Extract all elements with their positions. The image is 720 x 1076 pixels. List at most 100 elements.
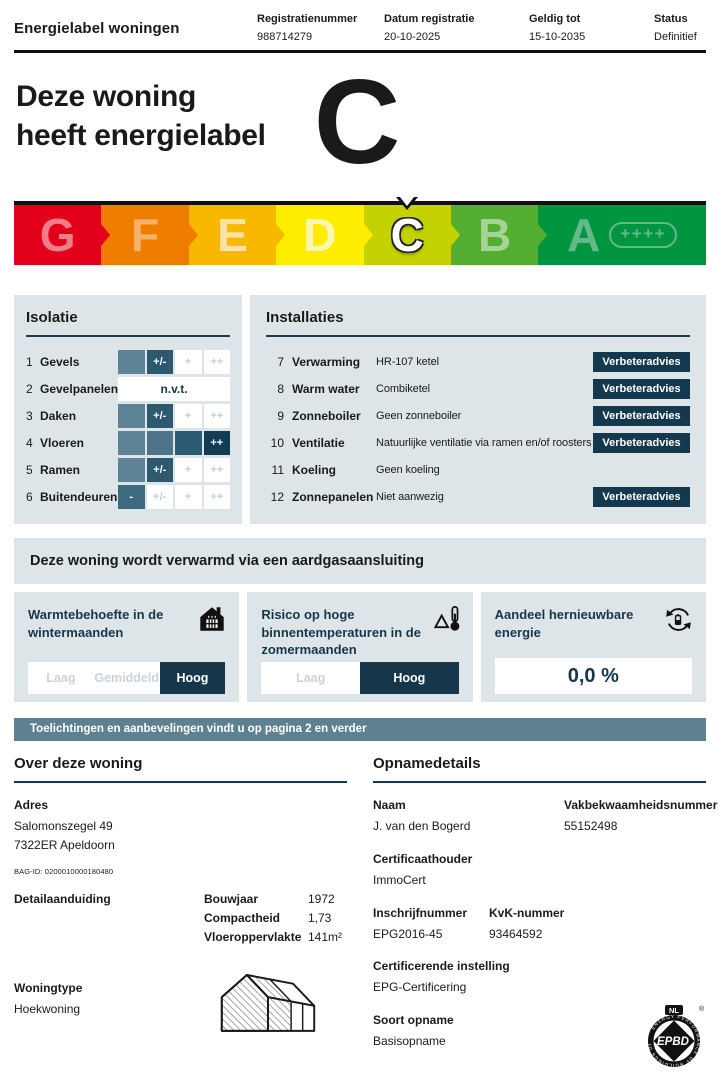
field-value: 20-10-2025 [384, 31, 441, 43]
isolatie-row-vloeren: 4 Vloeren ++ [26, 429, 230, 456]
verbeteradvies-button[interactable]: Verbeteradvies [593, 432, 690, 453]
inschrijfnummer-value: EPG2016-45 [373, 926, 443, 941]
vakbekwaamheidsnummer-label: Vakbekwaamheidsnummer [564, 798, 718, 813]
header-field-datum-registratie: Datum registratie 20-10-2025 [384, 13, 529, 43]
svg-text:NL: NL [669, 1006, 679, 1015]
indicator-cards: Warmtebehoefte in de wintermaanden Laag G… [14, 592, 706, 703]
scale-segment-c: C [363, 205, 460, 266]
segment-chevron-icon [363, 224, 373, 247]
row-number: 1 [26, 354, 33, 369]
card-title: Aandeel hernieuwbare energie [494, 607, 634, 640]
thermometer-warning-icon [432, 604, 461, 638]
rating-cell [118, 403, 145, 428]
segment-chevron-icon [450, 224, 460, 247]
opnamedetails-column: Opnamedetails Naam J. van den Bogerd Vak… [373, 755, 717, 1076]
row-label: Ventilatie [292, 435, 345, 450]
rating-cell: - [118, 484, 145, 509]
rating-cell [118, 349, 145, 374]
hero-line2: heeft energielabel [16, 119, 266, 152]
warmtebehoefte-indicator: Laag Gemiddeld Hoog [28, 662, 226, 695]
a-plus-pill: ++++ [609, 222, 678, 249]
inschrijf-row: Inschrijfnummer EPG2016-45 KvK-nummer 93… [373, 906, 706, 944]
installatie-row-zonneboiler: 9 Zonneboiler Geen zonneboiler Verbeteradvi… [266, 402, 690, 429]
installaties-rows: 7 Verwarming HR-107 ketel Verbeteradvies 8 Wa… [266, 348, 690, 510]
row-value: Natuurlijke ventilatie via ramen en/of r… [376, 436, 592, 449]
soort-opname-block: Soort opname Basisopname [373, 1013, 454, 1051]
row-label: Gevelpanelen [40, 381, 119, 396]
document-header: Energielabel woningen Registratienummer … [0, 0, 720, 50]
rating-cell [175, 430, 202, 455]
svg-text:EPBD: EPBD [657, 1036, 689, 1048]
row-label: Verwarming [292, 354, 361, 369]
rating-cell: +/- [146, 349, 173, 374]
rating-cell: +/- [146, 484, 173, 509]
row-label: Warm water [292, 381, 360, 396]
vakbekwaamheid-block: Vakbekwaamheidsnummer 55152498 [564, 798, 717, 836]
woningtype-row: Woningtype Hoekwoning [14, 973, 347, 1042]
segment-chevron-icon [538, 224, 548, 247]
soort-opname-value: Basisopname [373, 1033, 446, 1048]
hero-heading: Deze woning heeft energielabel [16, 77, 266, 155]
over-deze-woning-column: Over deze woning Adres Salomonszegel 49 … [14, 755, 347, 1075]
header-divider [14, 50, 706, 53]
verbeteradvies-button[interactable]: Verbeteradvies [593, 486, 690, 507]
rating-cell: +/- [146, 457, 173, 482]
row-number: 10 [270, 435, 284, 450]
row-label: Koeling [292, 462, 336, 477]
toggle-option-hoog: Hoog [360, 662, 459, 695]
verbeteradvies-button[interactable]: Verbeteradvies [593, 405, 690, 426]
soort-opname-label: Soort opname [373, 1012, 454, 1027]
woningtype-value: Hoekwoning [14, 1001, 81, 1016]
heating-source-banner: Deze woning wordt verwarmd via een aardg… [14, 538, 706, 585]
field-value: 15-10-2035 [529, 31, 586, 43]
verbeteradvies-button[interactable]: Verbeteradvies [593, 378, 690, 399]
scale-segment-d: D [276, 205, 373, 266]
rating-cell: ++ [203, 484, 230, 509]
isolatie-row-ramen: 5 Ramen +/- + ++ [26, 456, 230, 483]
row-label: Vloeren [40, 435, 85, 450]
toggle-option-gemiddeld: Gemiddeld [94, 671, 159, 686]
adres-block: Adres Salomonszegel 49 7322ER Apeldoorn … [14, 798, 347, 875]
verbeteradvies-button[interactable]: Verbeteradvies [593, 351, 690, 372]
row-number: 9 [277, 408, 284, 423]
energy-scale: G F E D C B A ++++ [14, 201, 706, 266]
rating-cell [118, 457, 145, 482]
row-number: 8 [277, 381, 284, 396]
house-heating-icon [197, 604, 227, 638]
row-label: Buitendeuren [40, 489, 118, 504]
header-field-status: Status Definitief [654, 13, 706, 43]
field-label: Status [654, 13, 688, 25]
row-number: 6 [26, 489, 33, 504]
woning-title: Over deze woning [14, 755, 347, 784]
woning-facts: Bouwjaar 1972 Compactheid 1,73 Vloeroppervla… [204, 892, 342, 949]
woningtype-block: Woningtype Hoekwoning [14, 981, 204, 1019]
scale-letter-c: C [390, 209, 424, 262]
scale-letter-e: E [217, 209, 248, 262]
certificaathouder-label: Certificaathouder [373, 851, 473, 866]
row-label: Zonnepanelen [292, 489, 374, 504]
isolatie-rows: 1 Gevels +/- + ++ 2 Gevelpanelen n.v.t. 3 Daken +/… [26, 348, 230, 510]
rating-cell: +/- [146, 403, 173, 428]
scale-letter-d: D [303, 209, 337, 262]
rating-cell: + [175, 457, 202, 482]
vakbekwaamheidsnummer-value: 55152498 [564, 819, 618, 834]
installatie-row-warm-water: 8 Warm water Combiketel Verbeteradvies [266, 375, 690, 402]
epbd-logo: ENERGY PERFORMANCE OF BUILDINGS DIRECTIV… [640, 999, 706, 1076]
field-value: 988714279 [257, 31, 313, 43]
fact-label: Bouwjaar [204, 891, 259, 906]
installatie-row-ventilatie: 10 Ventilatie Natuurlijke ventilatie via r… [266, 429, 690, 456]
header-field-registratienummer: Registratienummer 988714279 [257, 13, 384, 43]
rating-bar: - +/- + ++ [118, 484, 230, 509]
fact-row-compactheid: Compactheid 1,73 [204, 911, 342, 930]
toelichtingen-banner: Toelichtingen en aanbevelingen vindt u o… [14, 718, 706, 742]
row-number: 12 [270, 489, 284, 504]
row-value: Geen koeling [376, 463, 440, 476]
installatie-row-verwarming: 7 Verwarming HR-107 ketel Verbeteradvies [266, 348, 690, 375]
rating-nvt: n.v.t. [118, 376, 230, 401]
certificerende-instelling-value: EPG-Certificering [373, 980, 467, 995]
row-label: Gevels [40, 354, 80, 369]
naam-value: J. van den Bogerd [373, 819, 471, 834]
rating-bar: ++ [118, 430, 230, 455]
rating-bar: +/- + ++ [118, 403, 230, 428]
energy-grade-letter: C [313, 55, 401, 189]
